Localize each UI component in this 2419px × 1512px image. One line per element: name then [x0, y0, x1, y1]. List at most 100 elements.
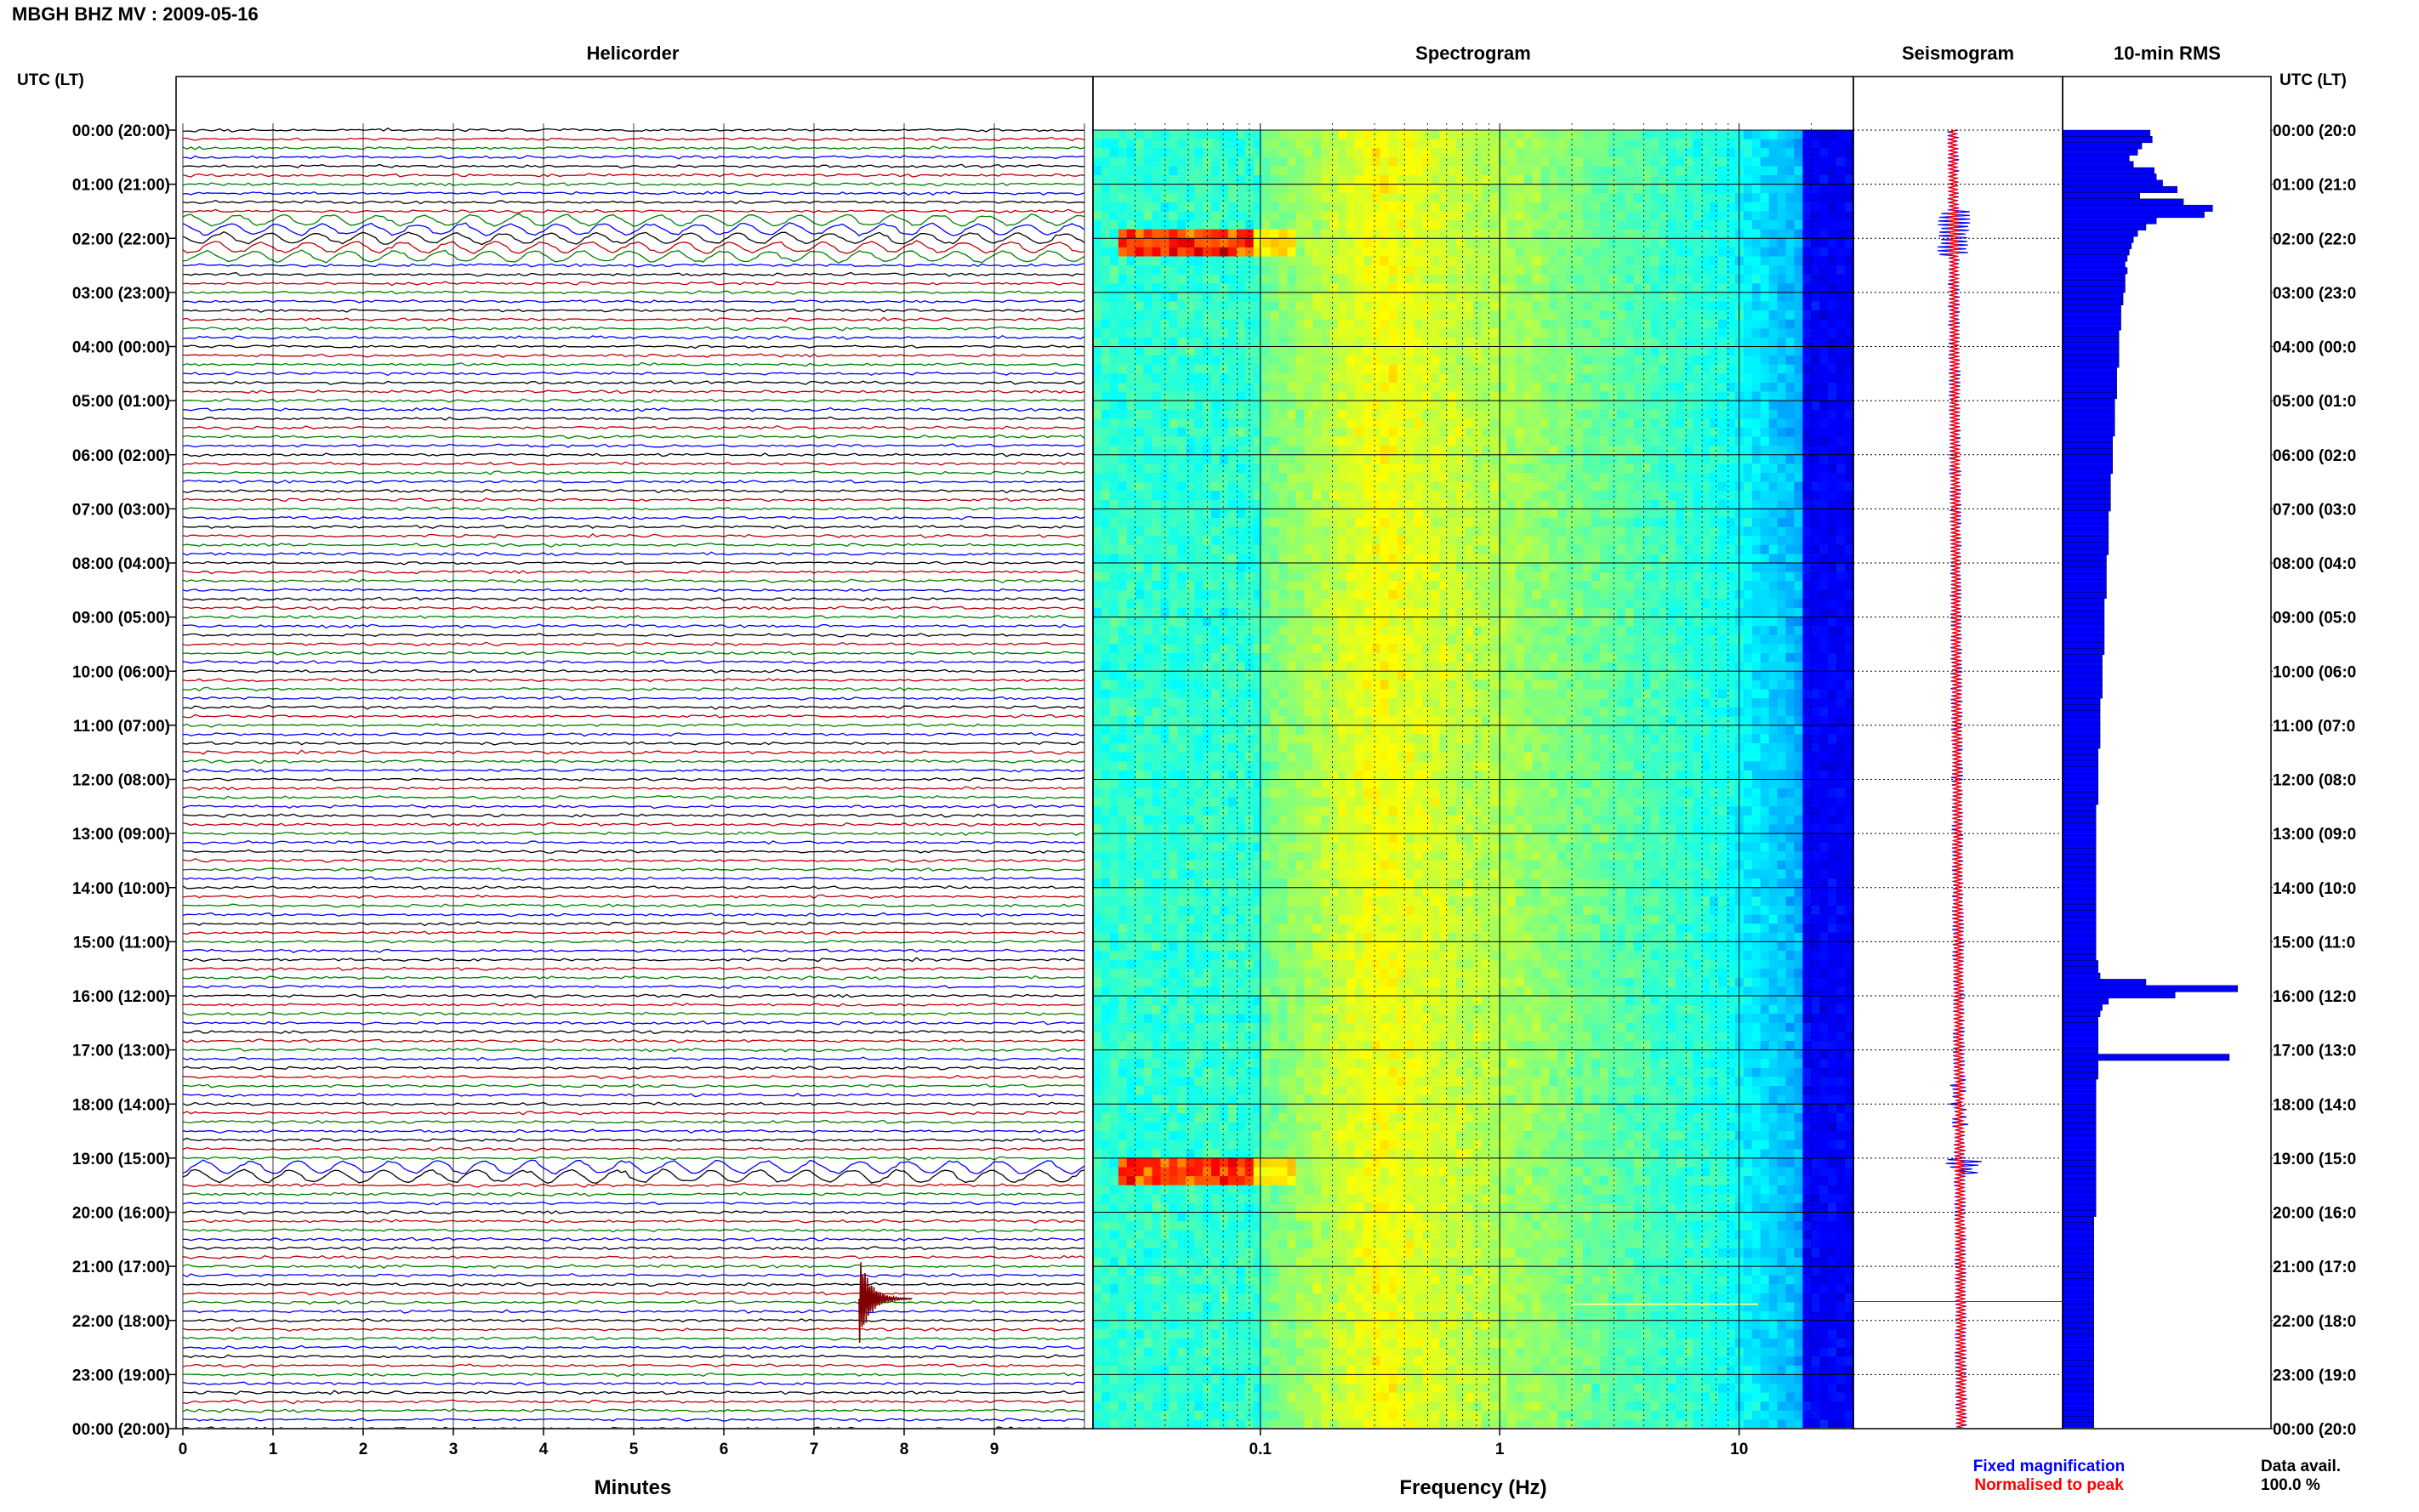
spectrogram-cell	[1506, 608, 1517, 618]
spectrogram-cell	[1591, 301, 1601, 311]
spectrogram-cell	[1244, 319, 1255, 329]
spectrogram-cell	[1465, 446, 1474, 456]
spectrogram-cell	[1828, 184, 1837, 194]
spectrogram-cell	[1676, 526, 1685, 537]
spectrogram-cell	[1194, 310, 1204, 321]
spectrogram-cell	[1439, 229, 1449, 239]
spectrogram-cell	[1760, 337, 1770, 348]
spectrogram-cell	[1169, 202, 1178, 212]
spectrogram-cell	[1515, 427, 1525, 438]
spectrogram-cell	[1574, 211, 1584, 221]
spectrogram-cell	[1397, 454, 1407, 464]
spectrogram-cell	[1506, 536, 1517, 546]
spectrogram-cell	[1710, 274, 1719, 284]
spectrogram-cell	[1422, 283, 1431, 293]
spectrogram-cell	[1777, 401, 1787, 411]
spectrogram-cell	[1338, 626, 1347, 636]
spectrogram-cell	[1405, 139, 1414, 149]
spectrogram-cell	[1338, 265, 1347, 276]
spectrogram-cell	[1684, 481, 1693, 492]
spectrogram-cell	[1397, 427, 1407, 438]
spectrogram-cell	[1693, 499, 1702, 509]
spectrogram-cell	[1836, 156, 1846, 167]
spectrogram-cell	[1236, 608, 1246, 618]
spectrogram-cell	[1600, 139, 1609, 149]
spectrogram-cell	[1397, 382, 1407, 393]
spectrogram-cell	[1743, 518, 1753, 528]
spectrogram-cell	[1431, 463, 1440, 474]
spectrogram-cell	[1616, 446, 1626, 456]
spectrogram-cell	[1557, 382, 1567, 393]
spectrogram-cell	[1152, 401, 1161, 411]
spectrogram-cell	[1515, 454, 1525, 464]
spectrogram-cell	[1093, 238, 1102, 248]
spectrogram-cell	[1388, 499, 1398, 509]
spectrogram-cell	[1811, 355, 1820, 366]
spectrogram-cell	[1186, 283, 1195, 293]
spectrogram-cell	[1591, 382, 1601, 393]
spectrogram-cell	[1743, 319, 1753, 329]
spectrogram-cell	[1523, 301, 1534, 311]
spectrogram-cell	[1667, 130, 1676, 140]
spectrogram-cell	[1701, 481, 1710, 492]
spectrogram-cell	[1338, 238, 1347, 248]
spectrogram-cell	[1456, 446, 1466, 456]
spectrogram-cell	[1523, 454, 1534, 464]
spectrogram-cell	[1650, 139, 1660, 149]
spectrogram-cell	[1506, 554, 1517, 564]
spectrogram-cell	[1710, 247, 1719, 258]
spectrogram-cell	[1431, 310, 1440, 321]
spectrogram-cell	[1169, 211, 1178, 221]
spectrogram-cell	[1625, 481, 1635, 492]
spectrogram-cell	[1227, 589, 1238, 600]
spectrogram-cell	[1329, 328, 1339, 338]
spectrogram-cell	[1819, 382, 1829, 393]
spectrogram-cell	[1101, 139, 1111, 149]
spectrogram-cell	[1211, 617, 1221, 627]
spectrogram-cell	[1397, 274, 1407, 284]
spectrogram-cell	[1676, 473, 1685, 483]
spectrogram-cell	[1650, 355, 1660, 366]
spectrogram-cell	[1431, 193, 1440, 203]
spectrogram-cell	[1448, 355, 1457, 366]
spectrogram-cell	[1633, 427, 1643, 438]
spectrogram-cell	[1845, 247, 1853, 258]
spectrogram-cell	[1405, 418, 1414, 429]
spectrogram-cell	[1278, 463, 1288, 474]
spectrogram-cell	[1481, 265, 1491, 276]
spectrogram-cell	[1659, 581, 1668, 591]
spectrogram-cell	[1760, 184, 1770, 194]
spectrogram-cell	[1768, 409, 1779, 419]
spectrogram-cell	[1785, 193, 1795, 203]
spectrogram-cell	[1321, 166, 1330, 176]
spectrogram-cell	[1186, 491, 1195, 501]
spectrogram-cell	[1211, 391, 1221, 401]
spectrogram-cell	[1532, 563, 1541, 573]
spectrogram-cell	[1194, 301, 1204, 311]
spectrogram-cell	[1295, 355, 1305, 366]
spectrogram-cell	[1642, 364, 1652, 374]
spectrogram-cell	[1768, 346, 1779, 356]
spectrogram-cell	[1785, 509, 1795, 519]
spectrogram-cell	[1566, 401, 1575, 411]
spectrogram-cell	[1109, 526, 1119, 537]
spectrogram-cell	[1397, 418, 1407, 429]
spectrogram-cell	[1667, 409, 1676, 419]
spectrogram-cell	[1321, 346, 1330, 356]
spectrogram-cell	[1633, 355, 1643, 366]
spectrogram-cell	[1346, 211, 1356, 221]
spectrogram-cell	[1388, 337, 1398, 348]
spectrogram-cell	[1101, 446, 1111, 456]
spectrogram-cell	[1768, 148, 1779, 158]
spectrogram-cell	[1422, 382, 1431, 393]
spectrogram-cell	[1270, 581, 1280, 591]
spectrogram-cell	[1439, 599, 1449, 609]
spectrogram-cell	[1169, 328, 1178, 338]
spectrogram-cell	[1287, 184, 1296, 194]
spectrogram-cell	[1616, 283, 1626, 293]
spectrogram-cell	[1143, 563, 1153, 573]
spectrogram-cell	[1211, 536, 1221, 546]
spectrogram-cell	[1321, 211, 1330, 221]
spectrogram-cell	[1338, 229, 1347, 239]
spectrogram-cell	[1186, 473, 1195, 483]
